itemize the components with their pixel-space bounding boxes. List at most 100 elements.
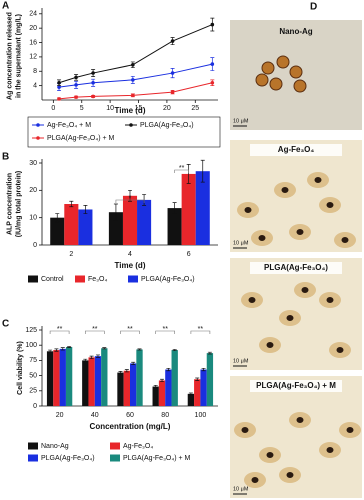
y-axis-label: Ag concentration released xyxy=(6,12,13,100)
title-bg xyxy=(250,144,342,156)
bar xyxy=(158,380,166,406)
scale-label: 10 μM xyxy=(233,486,249,492)
bar xyxy=(53,350,60,406)
y-axis-label: (IU/mg total protein) xyxy=(15,171,22,238)
bar xyxy=(64,204,79,245)
error-bar xyxy=(113,203,118,221)
legend-swatch xyxy=(28,275,38,283)
legend-label: PLGA(Ag-Fe₃O₄) xyxy=(140,122,194,129)
x-tick-label: 0 xyxy=(51,105,55,112)
bar xyxy=(117,372,124,406)
particle xyxy=(261,61,275,75)
significance-label: ** xyxy=(92,326,98,333)
bar xyxy=(108,212,123,245)
y-tick-label: 16 xyxy=(29,39,37,46)
line xyxy=(58,24,213,84)
point xyxy=(210,80,215,85)
x-tick-label: 60 xyxy=(126,412,134,419)
y-tick-label: 50 xyxy=(29,372,37,379)
image-title: Nano-Ag xyxy=(279,27,312,36)
x-axis-label: Time (d) xyxy=(115,261,146,270)
y-tick-label: 0 xyxy=(33,403,37,410)
significance-bracket xyxy=(120,330,140,334)
bar xyxy=(88,357,95,406)
title-bg xyxy=(250,380,342,392)
bar xyxy=(194,379,201,406)
bar xyxy=(50,217,65,245)
image-title: PLGA(Ag-Fe₃O₄) xyxy=(264,263,328,272)
error-bar xyxy=(69,200,74,208)
image-title: Ag-Fe₃O₄ xyxy=(278,145,315,154)
x-tick-label: 100 xyxy=(195,412,207,419)
scale-label: 10 μM xyxy=(233,118,249,124)
legend-swatch xyxy=(75,275,85,283)
panel-label: B xyxy=(2,152,9,163)
point xyxy=(170,90,175,94)
point xyxy=(91,71,95,75)
nucleus xyxy=(296,417,304,423)
bar xyxy=(59,348,66,406)
significance-label: * xyxy=(129,195,132,202)
point xyxy=(91,80,95,85)
nucleus xyxy=(326,297,334,303)
nucleus xyxy=(346,427,354,433)
line xyxy=(58,63,213,88)
significance-bracket xyxy=(49,330,70,334)
legend-label: Nano-Ag xyxy=(41,443,69,450)
nucleus xyxy=(266,342,274,348)
error-bar xyxy=(207,351,212,355)
x-tick-label: 40 xyxy=(91,412,99,419)
point xyxy=(131,93,135,98)
nucleus xyxy=(326,202,334,208)
error-bar xyxy=(83,358,88,362)
error-bar xyxy=(102,347,107,350)
y-tick-label: 125 xyxy=(25,327,37,334)
significance-bracket xyxy=(115,199,145,203)
line xyxy=(58,82,213,100)
point xyxy=(170,71,175,75)
legend-label: Fe₃O₄ xyxy=(88,276,107,283)
x-tick-label: 6 xyxy=(187,251,191,258)
error-bar xyxy=(60,347,65,351)
bar xyxy=(101,348,108,406)
x-tick-label: 20 xyxy=(56,412,64,419)
point xyxy=(91,94,95,99)
error-bar xyxy=(118,370,123,375)
x-axis-label: Time (d) xyxy=(115,106,146,115)
point xyxy=(210,62,215,66)
y-tick-label: 20 xyxy=(29,187,37,194)
error-bar xyxy=(200,159,205,183)
particle xyxy=(293,79,307,93)
significance-label: ** xyxy=(127,326,133,333)
bar xyxy=(171,350,178,406)
error-bar xyxy=(160,378,165,383)
bar xyxy=(82,360,89,406)
legend-label: PLGA(Ag-Fe₃O₄) + M xyxy=(123,455,191,462)
error-bar xyxy=(54,348,59,352)
error-bar xyxy=(166,367,171,372)
legend-label: PLGA(Ag-Fe₃O₄) xyxy=(141,276,195,283)
legend-swatch xyxy=(28,454,38,462)
error-bar xyxy=(128,189,132,202)
bar xyxy=(152,386,159,406)
error-bar xyxy=(83,205,88,214)
point xyxy=(131,63,135,67)
nucleus xyxy=(286,315,294,321)
scale-label: 10 μM xyxy=(233,240,249,246)
nucleus xyxy=(336,347,344,353)
y-axis-label: Cell viability (%) xyxy=(17,341,24,395)
error-bar xyxy=(153,384,158,389)
x-tick-label: 4 xyxy=(128,251,132,258)
nucleus xyxy=(326,447,334,453)
bar xyxy=(94,356,102,406)
x-tick-label: 20 xyxy=(163,105,171,112)
point xyxy=(131,78,135,82)
error-bar xyxy=(172,349,177,352)
image-title: PLGA(Ag-Fe₃O₄) + M xyxy=(256,381,336,390)
panel-label: C xyxy=(2,319,9,330)
scale-label: 10 μM xyxy=(233,358,249,364)
point xyxy=(57,97,61,101)
y-tick-label: 25 xyxy=(29,388,37,395)
bar xyxy=(65,347,73,406)
